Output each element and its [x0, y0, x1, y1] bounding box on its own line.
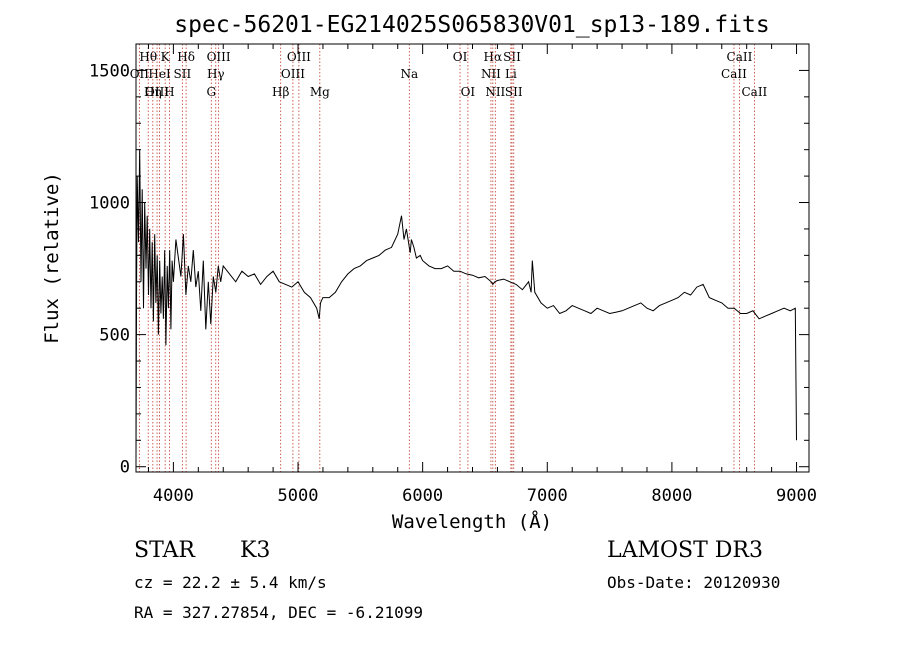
chart-title: spec-56201-EG214025S065830V01_sp13-189.f…	[174, 12, 769, 38]
line-label: HeI	[148, 67, 171, 81]
y-axis-label: Flux (relative)	[41, 172, 63, 344]
line-label: H	[164, 85, 174, 99]
y-axis-ticks: 0 500 1000 1500	[89, 61, 809, 478]
x-tick-label: 6000	[402, 486, 443, 506]
velocity-readout: cz = 22.2 ± 5.4 km/s	[134, 573, 327, 592]
x-tick-label: 9000	[776, 486, 817, 506]
y-tick-label: 1000	[89, 194, 130, 214]
coordinates: RA = 327.27854, DEC = -6.21099	[134, 603, 423, 622]
line-label: OIII	[207, 50, 231, 64]
y-tick-label: 1500	[89, 61, 130, 81]
spectrum-series	[135, 149, 797, 459]
survey-name: LAMOST DR3	[607, 538, 763, 563]
line-label: OIII	[281, 67, 305, 81]
line-label: SII	[174, 67, 192, 81]
line-label: Hθ	[139, 50, 157, 64]
line-label: Hβ	[272, 85, 289, 99]
spectrum-chart: spec-56201-EG214025S065830V01_sp13-189.f…	[41, 12, 817, 533]
line-label: OI	[461, 85, 476, 99]
x-tick-label: 4000	[153, 486, 194, 506]
x-tick-label: 7000	[527, 486, 568, 506]
line-label: OII	[130, 67, 150, 81]
x-tick-label: 5000	[278, 486, 319, 506]
line-label: Hα	[484, 50, 503, 64]
line-label: CaII	[727, 50, 753, 64]
object-class: STAR	[134, 538, 195, 563]
line-label: CaII	[741, 85, 767, 99]
line-label: Li	[505, 67, 517, 81]
plot-frame	[135, 43, 810, 473]
line-label: NII	[481, 67, 501, 81]
x-axis-label: Wavelength (Å)	[392, 510, 552, 533]
line-label: OIII	[287, 50, 311, 64]
line-label: G	[206, 85, 216, 99]
line-label: Hη	[144, 85, 162, 99]
line-label: OI	[453, 50, 468, 64]
line-label: SII	[503, 50, 521, 64]
line-label: SII	[505, 85, 523, 99]
line-label: Hγ	[207, 67, 225, 81]
line-label: OIII	[145, 85, 169, 99]
y-tick-label: 500	[99, 326, 130, 346]
x-tick-label: 8000	[651, 486, 692, 506]
line-label: NII	[485, 85, 505, 99]
line-label: CaII	[721, 67, 747, 81]
y-tick-label: 0	[120, 458, 130, 478]
spectrum-line	[135, 149, 797, 459]
object-subclass: K3	[240, 538, 271, 563]
obs-date: Obs-Date: 20120930	[607, 573, 781, 592]
x-axis-ticks: 4000 5000 6000 7000 8000 9000	[147, 44, 817, 506]
line-label: Na	[400, 67, 418, 81]
line-label: Hδ	[177, 50, 195, 64]
line-label: K	[161, 50, 171, 64]
line-label: Mg	[310, 85, 330, 99]
